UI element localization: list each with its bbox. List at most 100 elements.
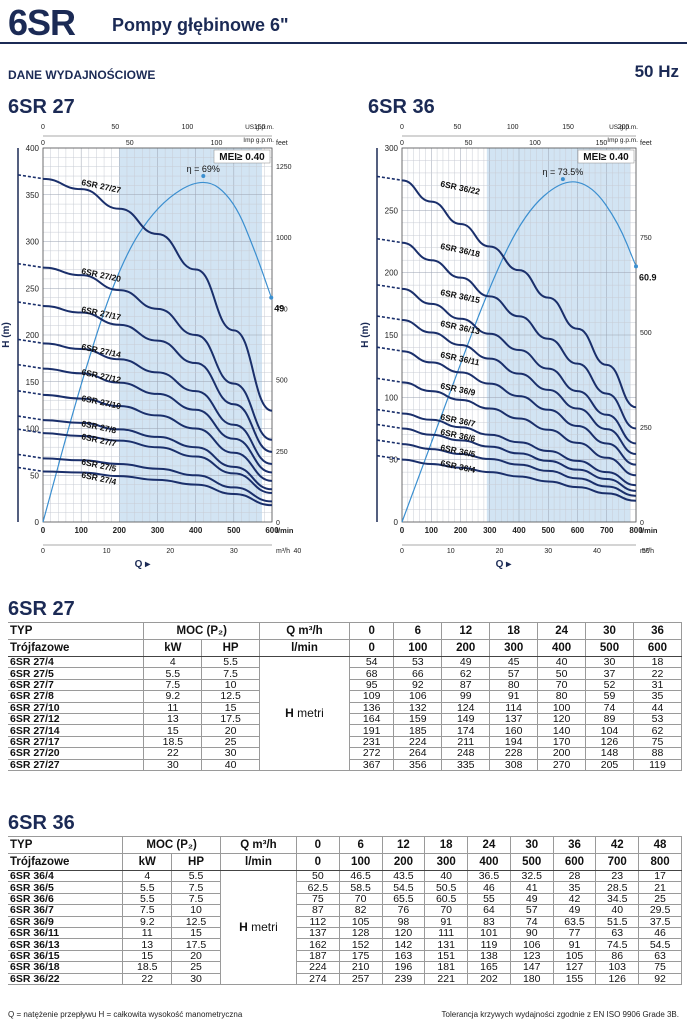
- m3h-tick-label: 50: [642, 548, 650, 555]
- head-value: 75: [638, 961, 682, 974]
- pump-type: 6SR 27/20: [8, 747, 145, 760]
- q-m3h-cell: 6: [393, 622, 443, 640]
- h-unit: metri: [251, 920, 278, 935]
- power-kw: 13: [122, 938, 173, 951]
- head-value: 86: [595, 949, 640, 963]
- pump-type: 6SR 27/10: [8, 701, 145, 714]
- x-tick-label: 800: [629, 526, 643, 535]
- q-m3h-cell: 0: [349, 622, 395, 640]
- power-hp: 10: [201, 678, 260, 692]
- head-value: 106: [393, 690, 443, 703]
- head-value: 159: [393, 712, 443, 726]
- head-value: 137: [489, 712, 539, 726]
- us-gpm-tick: 0: [41, 124, 45, 131]
- head-value: 53: [632, 712, 683, 726]
- curve-extension: [17, 415, 45, 421]
- head-value: 40: [424, 869, 469, 883]
- curve-label: 6SR 27/10: [81, 393, 123, 411]
- col-kw: kW: [122, 853, 173, 871]
- pump-curve: [401, 241, 637, 430]
- us-gpm-tick: 100: [507, 124, 519, 131]
- us-gpm-unit: US g.p.m.: [245, 124, 274, 131]
- pump-curve: [401, 458, 637, 502]
- table-row: 6SR 27/7 7.5 10 95 92 87 80 70 52 31: [8, 678, 683, 692]
- head-value: 112: [296, 915, 340, 928]
- head-value: 29.5: [638, 904, 682, 917]
- head-value: 44: [632, 701, 683, 714]
- power-hp: 5.5: [171, 869, 221, 883]
- q-m3h-cell: 12: [381, 836, 426, 854]
- h-metri-label: H metri: [219, 870, 298, 985]
- head-value: 55: [467, 892, 511, 906]
- head-value: 132: [393, 701, 443, 714]
- y-tick-label: 0: [35, 518, 40, 527]
- head-value: 70: [338, 892, 383, 906]
- head-value: 228: [489, 747, 539, 760]
- h-label: H: [285, 706, 294, 721]
- head-value: 25: [638, 892, 682, 906]
- head-value: 211: [441, 735, 491, 749]
- head-value: 151: [424, 949, 469, 963]
- col-trojfazowe: Trójfazowe: [8, 639, 145, 657]
- q-lmin-cell: 200: [381, 853, 426, 871]
- pump-curve: [42, 432, 273, 495]
- efficiency-peak-point: [560, 177, 565, 182]
- x-axis-label: Q ▸: [135, 559, 152, 570]
- head-value: 28: [552, 869, 597, 883]
- q-lmin-cell: 500: [585, 639, 634, 657]
- col-trojfazowe: Trójfazowe: [8, 853, 124, 871]
- q-m3h-cell: 30: [585, 622, 634, 640]
- head-value: 36.5: [467, 869, 511, 883]
- pump-type: 6SR 36/9: [8, 915, 124, 928]
- us-gpm-tick: 50: [453, 124, 461, 131]
- feet-tick: 1250: [276, 164, 292, 171]
- head-value: 104: [585, 724, 634, 737]
- head-value: 37: [585, 667, 634, 680]
- pump-type: 6SR 36/7: [8, 904, 124, 917]
- head-value: 124: [441, 701, 491, 714]
- head-value: 224: [296, 961, 340, 974]
- head-value: 50.5: [424, 881, 469, 894]
- m3h-tick-label: 0: [400, 548, 404, 555]
- head-value: 91: [424, 915, 469, 928]
- us-gpm-unit: US g.p.m.: [609, 124, 638, 131]
- head-value: 308: [489, 758, 539, 771]
- head-value: 274: [296, 972, 340, 985]
- power-kw: 9.2: [122, 915, 173, 928]
- head-value: 37.5: [638, 915, 682, 928]
- power-hp: 25: [201, 735, 260, 749]
- efficiency-curve: [401, 181, 637, 523]
- power-kw: 18.5: [143, 735, 203, 749]
- head-value: 35: [632, 690, 683, 703]
- head-value: 136: [349, 701, 395, 714]
- performance-table-27: TYP MOC (P₂) Q m³/h 0 6 12 18 24 30 36 Trójfazowe k…: [8, 622, 683, 771]
- head-value: 257: [338, 972, 383, 985]
- head-value: 101: [467, 926, 511, 940]
- q-m3h-cell: 18: [489, 622, 539, 640]
- q-lmin-cell: 200: [441, 639, 491, 657]
- head-value: 335: [441, 758, 491, 771]
- x-tick-label: 400: [512, 526, 526, 535]
- q-m3h-cell: 36: [552, 836, 597, 854]
- curve-label: 6SR 27/12: [81, 367, 123, 385]
- head-value: 31: [632, 678, 683, 692]
- head-value: 57: [509, 904, 554, 917]
- head-value: 105: [338, 915, 383, 928]
- head-value: 30: [585, 655, 634, 669]
- mei-box: [213, 149, 271, 164]
- feet-tick: 0: [640, 520, 644, 527]
- table-row: 6SR 36/11 11 15 137 128 120 111 101 90 77 63 46: [8, 926, 682, 940]
- pump-curve: [42, 470, 273, 507]
- q-m3h-cell: 36: [632, 622, 683, 640]
- head-value: 162: [296, 938, 340, 951]
- col-typ: TYP: [8, 622, 145, 640]
- curve-extension: [17, 390, 45, 396]
- table-row: 6SR 27/27 30 40 367 356 335 308 270 205 119: [8, 758, 683, 771]
- pump-curve: [401, 443, 637, 497]
- head-value: 87: [441, 678, 491, 692]
- pump-type: 6SR 27/5: [8, 667, 145, 680]
- head-value: 127: [552, 961, 597, 974]
- curve-label: 6SR 36/4: [440, 458, 477, 475]
